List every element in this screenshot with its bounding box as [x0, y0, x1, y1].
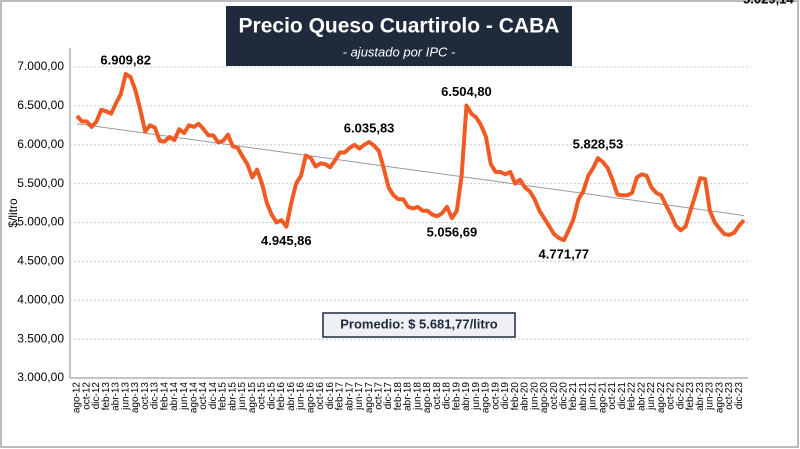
x-tick-label: ago-21 — [597, 382, 608, 414]
data-label: 6.909,82 — [100, 52, 151, 67]
x-tick-label: abr-16 — [286, 382, 297, 411]
x-tick-label: dic-13 — [150, 382, 161, 410]
x-tick-label: abr-14 — [169, 382, 180, 411]
x-tick-label: dic-23 — [734, 382, 745, 410]
x-tick-label: jun-18 — [412, 382, 423, 411]
x-tick-label: jun-15 — [237, 382, 248, 411]
x-tick-label: ago-14 — [188, 382, 199, 414]
data-label: 4.771,77 — [539, 247, 590, 262]
y-axis-label: $/litro — [6, 198, 20, 228]
x-tick-label: feb-21 — [568, 382, 579, 411]
chart-subtitle: - ajustado por IPC - — [343, 44, 456, 59]
title-box — [226, 6, 572, 66]
x-tick-label: feb-17 — [335, 382, 346, 411]
x-tick-label: dic-14 — [208, 382, 219, 410]
x-tick-label: abr-21 — [578, 382, 589, 411]
y-tick-label: 6.500,00 — [17, 98, 64, 112]
x-tick-label: feb-23 — [685, 382, 696, 411]
x-tick-label: jun-14 — [179, 382, 190, 411]
x-tick-label: dic-17 — [383, 382, 394, 410]
x-tick-label: dic-15 — [266, 382, 277, 410]
x-tick-label: ago-15 — [247, 382, 258, 414]
x-tick-label: abr-22 — [636, 382, 647, 411]
x-tick-label: feb-13 — [101, 382, 112, 411]
x-tick-label: dic-21 — [617, 382, 628, 410]
chart-title: Precio Queso Cuartirolo - CABA — [239, 15, 560, 38]
x-tick-label: feb-14 — [159, 382, 170, 411]
x-tick-label: oct-14 — [198, 382, 209, 410]
x-tick-label: jun-13 — [120, 382, 131, 411]
x-tick-label: dic-18 — [442, 382, 453, 410]
x-tick-label: oct-13 — [140, 382, 151, 410]
x-tick-label: abr-18 — [403, 382, 414, 411]
x-tick-label: oct-15 — [257, 382, 268, 410]
x-tick-label: ago-22 — [656, 382, 667, 414]
x-tick-label: oct-16 — [315, 382, 326, 410]
x-tick-label: abr-19 — [461, 382, 472, 411]
x-tick-label: ago-19 — [481, 382, 492, 414]
y-tick-label: 7.000,00 — [17, 59, 64, 73]
x-tick-label: oct-21 — [607, 382, 618, 410]
data-label: 5.029,14 — [743, 0, 794, 6]
y-tick-label: 5.000,00 — [17, 215, 64, 229]
x-tick-label: oct-12 — [81, 382, 92, 410]
y-tick-label: 6.000,00 — [17, 137, 64, 151]
x-tick-label: ago-13 — [130, 382, 141, 414]
x-tick-label: oct-18 — [432, 382, 443, 410]
x-tick-label: jun-22 — [646, 382, 657, 411]
data-label: 5.828,53 — [573, 137, 624, 152]
x-tick-label: dic-19 — [500, 382, 511, 410]
y-tick-label: 3.000,00 — [17, 370, 64, 384]
x-tick-label: abr-20 — [520, 382, 531, 411]
y-tick-label: 4.500,00 — [17, 254, 64, 268]
x-tick-label: abr-13 — [111, 382, 122, 411]
x-tick-label: jun-23 — [705, 382, 716, 411]
x-tick-label: oct-19 — [490, 382, 501, 410]
x-tick-label: dic-20 — [559, 382, 570, 410]
x-tick-label: oct-20 — [549, 382, 560, 410]
x-tick-label: ago-16 — [305, 382, 316, 414]
y-tick-label: 5.500,00 — [17, 176, 64, 190]
trendline — [76, 123, 745, 216]
annotation: Promedio: $ 5.681,77/litro — [340, 316, 498, 331]
x-tick-label: feb-22 — [627, 382, 638, 411]
x-tick-label: dic-12 — [91, 382, 102, 410]
x-tick-label: ago-23 — [714, 382, 725, 414]
y-tick-label: 3.500,00 — [17, 331, 64, 345]
x-tick-label: dic-22 — [675, 382, 686, 410]
y-tick-label: 4.000,00 — [17, 292, 64, 306]
x-tick-label: oct-22 — [666, 382, 677, 410]
x-tick-label: oct-17 — [373, 382, 384, 410]
x-tick-label: feb-16 — [276, 382, 287, 411]
x-tick-label: feb-15 — [218, 382, 229, 411]
x-tick-label: jun-17 — [354, 382, 365, 411]
x-tick-label: abr-23 — [695, 382, 706, 411]
data-label: 6.035,83 — [344, 120, 395, 135]
x-tick-label: jun-19 — [471, 382, 482, 411]
x-tick-label: jun-21 — [588, 382, 599, 411]
x-tick-label: ago-12 — [72, 382, 83, 414]
data-label: 5.056,69 — [427, 225, 478, 240]
x-tick-label: ago-18 — [422, 382, 433, 414]
x-tick-label: feb-19 — [451, 382, 462, 411]
x-tick-label: abr-15 — [227, 382, 238, 411]
data-label: 6.504,80 — [441, 84, 492, 99]
annotation-box — [322, 312, 516, 338]
x-tick-label: jun-20 — [529, 382, 540, 411]
x-tick-label: ago-17 — [364, 382, 375, 414]
x-tick-label: ago-20 — [539, 382, 550, 414]
data-label: 4.945,86 — [261, 233, 312, 248]
x-tick-label: oct-23 — [724, 382, 735, 410]
data-line — [75, 72, 746, 243]
x-tick-label: feb-20 — [510, 382, 521, 411]
x-tick-label: jun-16 — [296, 382, 307, 411]
x-tick-label: dic-16 — [325, 382, 336, 410]
x-tick-label: feb-18 — [393, 382, 404, 411]
x-tick-label: abr-17 — [344, 382, 355, 411]
